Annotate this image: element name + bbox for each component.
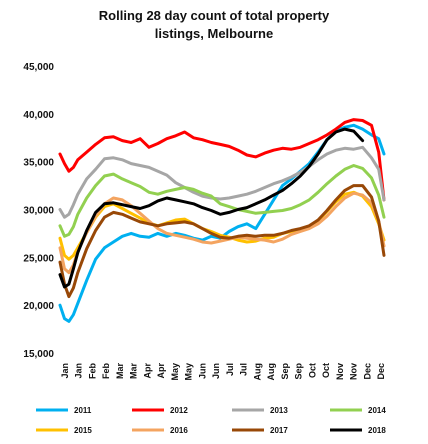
x-tick-label: May <box>184 363 194 381</box>
x-tick-label: Mar <box>129 363 139 380</box>
x-tick-label: Dec <box>376 363 386 380</box>
x-tick-label: Sep <box>280 363 290 380</box>
x-tick-label: Jan <box>60 363 70 379</box>
series-line-2017 <box>58 184 386 299</box>
legend-item-2011: 2011 <box>36 406 92 415</box>
y-axis-tick-labels: 15,000 20,000 25,000 30,000 35,000 40,000 45,0… <box>23 62 54 360</box>
legend-item-2016: 2016 <box>132 426 188 435</box>
legend-item-2014: 2014 <box>330 406 386 415</box>
y-tick-label: 15,000 <box>23 349 54 360</box>
x-tick-label: Dec <box>362 363 372 380</box>
x-tick-label: Aug <box>266 363 276 381</box>
series-line-2018 <box>58 127 365 289</box>
legend-item-2015: 2015 <box>36 426 92 435</box>
x-tick-label: Jun <box>197 363 207 379</box>
legend-label: 2011 <box>74 406 92 415</box>
y-tick-label: 35,000 <box>23 158 54 169</box>
x-tick-label: Jul <box>239 363 249 376</box>
x-tick-label: Oct <box>307 363 317 378</box>
x-tick-label: Oct <box>321 363 331 378</box>
legend-item-2012: 2012 <box>132 406 188 415</box>
legend-label: 2014 <box>368 406 386 415</box>
legend-item-2017: 2017 <box>232 426 288 435</box>
x-tick-label: Sep <box>294 363 304 380</box>
x-tick-label: Mar <box>115 363 125 380</box>
x-axis-tick-labels: Jan Jan Feb Feb Mar Mar Apr Apr May May Jun Jun Jul J… <box>60 363 386 381</box>
x-tick-label: Jan <box>74 363 84 379</box>
legend-item-2018: 2018 <box>330 426 386 435</box>
y-tick-label: 30,000 <box>23 206 54 217</box>
x-tick-label: May <box>170 363 180 381</box>
x-tick-label: Jul <box>225 363 235 376</box>
legend-label: 2018 <box>368 426 386 435</box>
chart-title-line-1: Rolling 28 day count of total property <box>99 8 330 23</box>
x-tick-label: Nov <box>349 363 359 380</box>
x-tick-label: Aug <box>252 363 262 381</box>
series-line-2011 <box>58 123 386 323</box>
x-tick-label: Feb <box>87 363 97 380</box>
legend-label: 2012 <box>170 406 188 415</box>
legend-label: 2013 <box>270 406 288 415</box>
y-tick-label: 45,000 <box>23 62 54 73</box>
x-tick-label: Jun <box>211 363 221 379</box>
y-tick-label: 40,000 <box>23 110 54 121</box>
y-tick-label: 25,000 <box>23 253 54 264</box>
series-line-2012 <box>58 118 386 202</box>
x-tick-label: Apr <box>142 363 152 379</box>
x-tick-label: Feb <box>101 363 111 380</box>
legend-label: 2017 <box>270 426 288 435</box>
series-lines <box>58 118 386 323</box>
legend-label: 2015 <box>74 426 92 435</box>
x-tick-label: Apr <box>156 363 166 379</box>
series-line-2014 <box>58 164 386 238</box>
chart-title-line-2: listings, Melbourne <box>155 26 273 41</box>
y-tick-label: 20,000 <box>23 301 54 312</box>
legend-label: 2016 <box>170 426 188 435</box>
legend-item-2013: 2013 <box>232 406 288 415</box>
x-tick-label: Nov <box>335 363 345 380</box>
legend: 2011 2012 2013 2014 2015 2016 2017 2018 <box>36 406 386 435</box>
